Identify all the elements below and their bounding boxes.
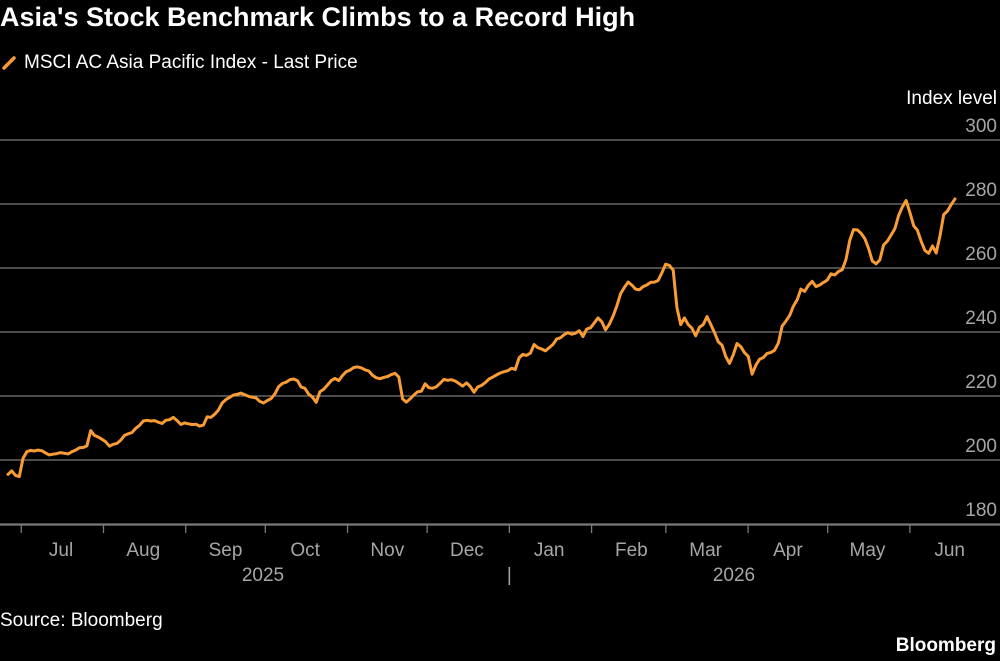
source-note: Source: Bloomberg — [0, 610, 163, 631]
x-tick-label: Oct — [290, 540, 320, 561]
y-tick-label: 200 — [965, 436, 997, 457]
y-tick-label: 180 — [965, 500, 997, 521]
bloomberg-logo: Bloomberg — [895, 635, 996, 656]
x-tick-label: Dec — [450, 540, 484, 561]
legend-label: MSCI AC Asia Pacific Index - Last Price — [24, 52, 358, 73]
series-line-msci-ac-asia-pacific — [6, 197, 957, 479]
y-axis-label: Index level — [906, 88, 997, 109]
x-tick-label: Jun — [934, 540, 965, 561]
chart-title: Asia's Stock Benchmark Climbs to a Recor… — [0, 2, 636, 32]
y-tick-label: 280 — [965, 180, 997, 201]
y-tick-label: 240 — [965, 308, 997, 329]
x-tick-label: Aug — [126, 540, 160, 561]
legend: MSCI AC Asia Pacific Index - Last Price — [2, 52, 358, 74]
x-tick-label: Jul — [49, 540, 73, 561]
year-label-2025: 2025 — [242, 565, 284, 586]
x-tick-label: Mar — [689, 540, 722, 561]
line-chart: 180 200 220 240 260 280 300 Jul Aug Sep Oct Nov Dec J… — [0, 116, 1000, 586]
x-tick-label: May — [850, 540, 886, 561]
year-separator: | — [507, 565, 512, 586]
x-tick-label: Sep — [209, 540, 243, 561]
x-tick-label: Nov — [370, 540, 404, 561]
y-tick-label: 300 — [965, 116, 997, 137]
legend-line-icon — [2, 56, 16, 70]
year-label-2026: 2026 — [713, 565, 755, 586]
x-tick-label: Jan — [534, 540, 565, 561]
y-tick-label: 260 — [965, 244, 997, 265]
x-tick-label: Feb — [615, 540, 648, 561]
x-tick-label: Apr — [773, 540, 803, 561]
y-tick-label: 220 — [965, 372, 997, 393]
